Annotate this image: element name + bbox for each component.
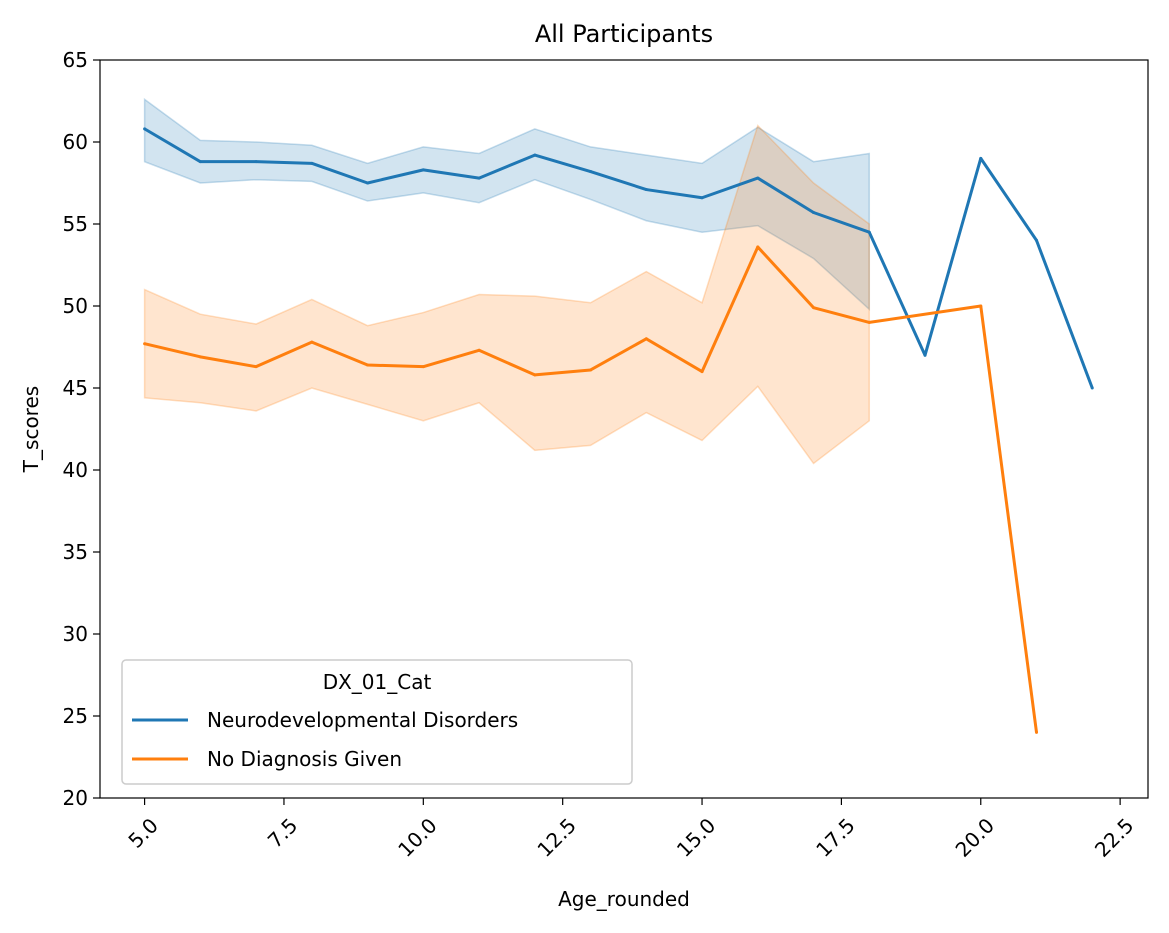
axes-frame — [99, 59, 1149, 799]
ci-band-0 — [143, 97, 871, 311]
data-point-1-8 — [589, 368, 593, 372]
ci-band-1 — [143, 124, 871, 465]
legend: DX_01_Cat Neurodevelopmental Disorders N… — [121, 659, 633, 785]
data-point-1-14 — [979, 304, 983, 308]
x-tick-label-0: 5.0 — [123, 813, 162, 852]
data-point-0-17 — [1090, 386, 1094, 390]
data-point-1-1 — [198, 355, 202, 359]
data-point-0-11 — [756, 176, 760, 180]
data-point-0-3 — [310, 161, 314, 165]
legend-label-neurodevelopmental: Neurodevelopmental Disorders — [207, 708, 518, 732]
y-tick-label-4: 40 — [63, 458, 88, 482]
data-point-0-0 — [143, 127, 147, 131]
x-tick-label-4: 15.0 — [672, 813, 720, 861]
data-point-0-5 — [421, 168, 425, 172]
chart-title: All Participants — [535, 20, 713, 48]
data-point-1-9 — [644, 337, 648, 341]
y-tick-label-5: 45 — [63, 376, 88, 400]
data-point-0-9 — [644, 188, 648, 192]
y-tick-label-8: 60 — [63, 130, 88, 154]
confidence-bands — [143, 97, 871, 465]
data-point-0-15 — [979, 156, 983, 160]
y-tick-label-6: 50 — [63, 294, 88, 318]
x-tick-label-3: 12.5 — [533, 813, 581, 861]
x-tick-label-5: 17.5 — [811, 813, 859, 861]
y-tick-label-2: 30 — [63, 622, 88, 646]
series-lines — [143, 127, 1094, 734]
y-tick-label-0: 20 — [63, 786, 88, 810]
x-tick-label-6: 20.0 — [951, 813, 999, 861]
y-tick-label-9: 65 — [63, 48, 88, 72]
data-point-0-8 — [589, 170, 593, 174]
data-point-1-11 — [756, 245, 760, 249]
data-point-1-6 — [477, 348, 481, 352]
x-tick-label-7: 22.5 — [1090, 813, 1138, 861]
data-point-1-5 — [421, 365, 425, 369]
data-point-0-1 — [198, 160, 202, 164]
data-point-1-0 — [143, 342, 147, 346]
data-point-1-13 — [867, 320, 871, 324]
data-point-0-4 — [366, 181, 370, 185]
data-point-0-6 — [477, 176, 481, 180]
data-point-1-3 — [310, 340, 314, 344]
x-tick-label-1: 7.5 — [263, 813, 302, 852]
data-point-0-16 — [1035, 238, 1039, 242]
x-axis: 5.0 7.5 10.0 12.5 15.0 17.5 20.0 22.5 — [123, 798, 1138, 862]
data-point-0-13 — [867, 230, 871, 234]
data-point-0-7 — [533, 153, 537, 157]
data-point-1-12 — [812, 306, 816, 310]
data-point-0-2 — [254, 160, 258, 164]
data-point-0-10 — [700, 196, 704, 200]
x-axis-title: Age_rounded — [558, 887, 690, 911]
data-point-0-14 — [923, 353, 927, 357]
series-line-0 — [143, 127, 1094, 389]
series-line-1 — [144, 245, 1038, 733]
data-point-0-12 — [812, 211, 816, 215]
legend-box — [121, 659, 633, 785]
y-tick-label-1: 25 — [63, 704, 88, 728]
y-axis-title: T_scores — [19, 386, 43, 473]
data-point-1-10 — [700, 370, 704, 374]
y-tick-label-3: 35 — [63, 540, 88, 564]
legend-label-no-diagnosis: No Diagnosis Given — [207, 747, 402, 771]
y-tick-label-7: 55 — [63, 212, 88, 236]
data-point-1-15 — [1035, 730, 1039, 734]
y-axis: 20 25 30 35 40 45 50 55 60 65 — [63, 48, 100, 810]
data-point-1-7 — [533, 373, 537, 377]
data-point-1-4 — [366, 363, 370, 367]
legend-title: DX_01_Cat — [323, 670, 432, 694]
x-tick-label-2: 10.0 — [393, 813, 441, 861]
data-point-1-2 — [254, 365, 258, 369]
